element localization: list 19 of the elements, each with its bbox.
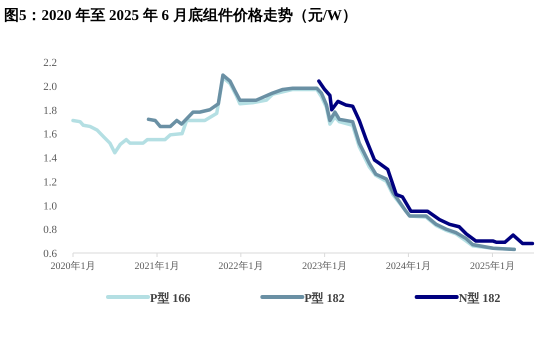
x-tick-label: 2024年1月 (386, 260, 431, 272)
y-tick-label: 1.8 (43, 104, 58, 117)
legend-label: N型 182 (458, 291, 500, 305)
x-tick-label: 2021年1月 (134, 260, 180, 272)
y-tick-label: 2.0 (43, 80, 58, 93)
y-tick-label: 0.8 (43, 224, 58, 236)
y-tick-label: 1.6 (43, 128, 58, 141)
x-tick-label: 2023年1月 (302, 260, 348, 272)
y-tick-label: 1.2 (43, 176, 57, 188)
y-tick-label: 2.2 (43, 57, 57, 69)
x-tick-label: 2020年1月 (50, 260, 96, 272)
chart-title: 图5：2020 年至 2025 年 6 月底组件价格走势（元/W） (4, 6, 357, 24)
legend-label: P型 166 (150, 291, 190, 305)
x-tick-label: 2022年1月 (218, 260, 264, 272)
x-tick-label: 2025年1月 (470, 260, 515, 272)
y-tick-label: 0.6 (43, 248, 58, 260)
y-tick-label: 1.0 (43, 200, 58, 212)
y-tick-label: 1.4 (43, 152, 58, 164)
legend-label: P型 182 (304, 291, 345, 305)
